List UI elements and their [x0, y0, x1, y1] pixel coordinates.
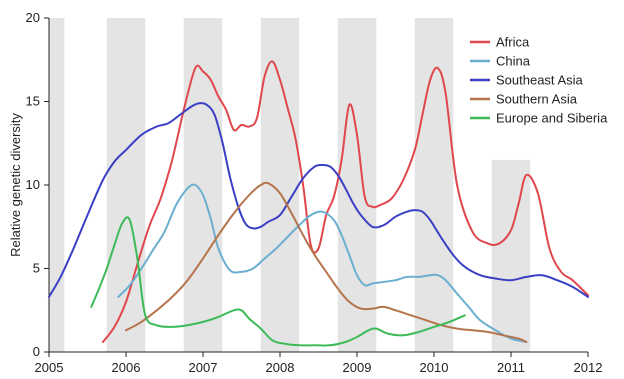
shaded-period-1: [106, 18, 146, 352]
series-line-europe-and-siberia: [90, 216, 466, 347]
x-tick-label: 2010: [420, 360, 449, 375]
y-tick-label: 15: [26, 94, 40, 109]
x-tick-label: 2012: [574, 360, 603, 375]
shaded-period-5: [414, 18, 454, 352]
x-tick-label: 2008: [266, 360, 295, 375]
series-line-china: [117, 183, 528, 343]
legend: Africa China Southeast Asia Southern Asia Eu…: [470, 35, 608, 126]
legend-label-southern-asia: Southern Asia: [496, 92, 578, 107]
legend-label-china: China: [496, 54, 531, 69]
legend-label-southeast-asia: Southeast Asia: [496, 73, 583, 88]
x-tick-label: 2011: [497, 360, 525, 375]
x-tick-label: 2009: [343, 360, 372, 375]
shaded-period-2: [183, 18, 223, 352]
axis-ticks: 2005 2006 2007 2008 2009 2010 2011 2012 0 5 10 15 20: [26, 10, 603, 375]
x-tick-label: 2007: [189, 360, 218, 375]
x-tick-label: 2006: [112, 360, 141, 375]
data-series: [48, 60, 589, 347]
y-axis-title: Relative genetic diversity: [8, 113, 23, 257]
series-line-southeast-asia: [48, 102, 589, 298]
legend-label-europe-and-siberia: Europe and Siberia: [496, 111, 608, 126]
y-tick-label: 20: [26, 10, 40, 25]
series-line-southern-asia: [125, 181, 528, 343]
x-tick-label: 2005: [35, 360, 64, 375]
series-line-africa: [101, 60, 589, 343]
legend-label-africa: Africa: [496, 35, 530, 50]
shaded-period-6: [491, 159, 531, 352]
y-tick-label: 5: [33, 261, 40, 276]
y-tick-label: 10: [26, 177, 40, 192]
shaded-period-3: [260, 18, 300, 352]
y-tick-label: 0: [33, 344, 40, 359]
shaded-period-0: [49, 18, 65, 352]
